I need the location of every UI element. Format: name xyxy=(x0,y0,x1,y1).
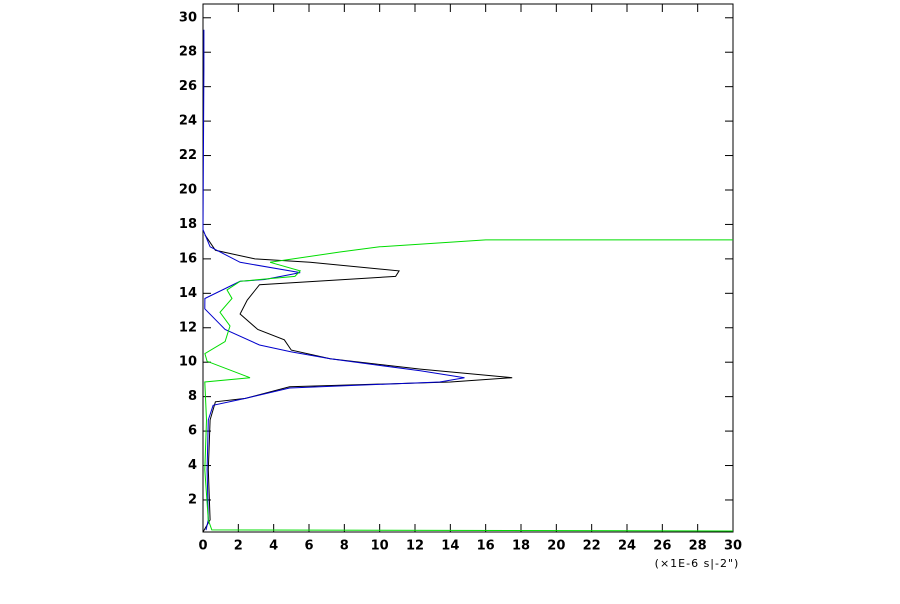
y-tick-label: 18 xyxy=(179,217,197,232)
x-tick-label: 0 xyxy=(198,539,207,554)
y-tick-label: 10 xyxy=(179,355,197,370)
y-tick-label: 4 xyxy=(188,458,197,473)
x-tick-label: 4 xyxy=(269,539,278,554)
x-tick-label: 8 xyxy=(340,539,349,554)
x-tick-label: 24 xyxy=(618,539,636,554)
x-tick-label: 10 xyxy=(371,539,389,554)
x-tick-label: 16 xyxy=(477,539,495,554)
x-tick-label: 28 xyxy=(689,539,707,554)
y-tick-label: 24 xyxy=(179,114,197,129)
x-tick-label: 22 xyxy=(583,539,601,554)
y-tick-label: 26 xyxy=(179,79,197,94)
series-line xyxy=(202,234,513,533)
x-tick-label: 14 xyxy=(441,539,459,554)
y-tick-label: 2 xyxy=(188,492,197,507)
y-tick-label: 20 xyxy=(179,182,197,197)
x-tick-label: 12 xyxy=(406,539,424,554)
plot-frame xyxy=(202,3,734,533)
y-tick-label: 6 xyxy=(188,424,197,439)
x-axis-label: (×1E-6 s|-2") xyxy=(655,557,740,570)
x-tick-label: 30 xyxy=(724,539,742,554)
y-tick-label: 12 xyxy=(179,320,197,335)
x-tick-label: 6 xyxy=(304,539,313,554)
y-tick-label: 28 xyxy=(179,45,197,60)
x-tick-label: 2 xyxy=(234,539,243,554)
x-tick-label: 26 xyxy=(653,539,671,554)
x-tick-label: 18 xyxy=(512,539,530,554)
x-tick-label: 20 xyxy=(547,539,565,554)
y-tick-label: 14 xyxy=(179,286,197,301)
y-tick-label: 30 xyxy=(179,10,197,25)
y-tick-label: 16 xyxy=(179,251,197,266)
series-line xyxy=(202,29,465,531)
y-tick-label: 8 xyxy=(188,389,197,404)
y-tick-label: 22 xyxy=(179,148,197,163)
series-line xyxy=(204,239,734,532)
